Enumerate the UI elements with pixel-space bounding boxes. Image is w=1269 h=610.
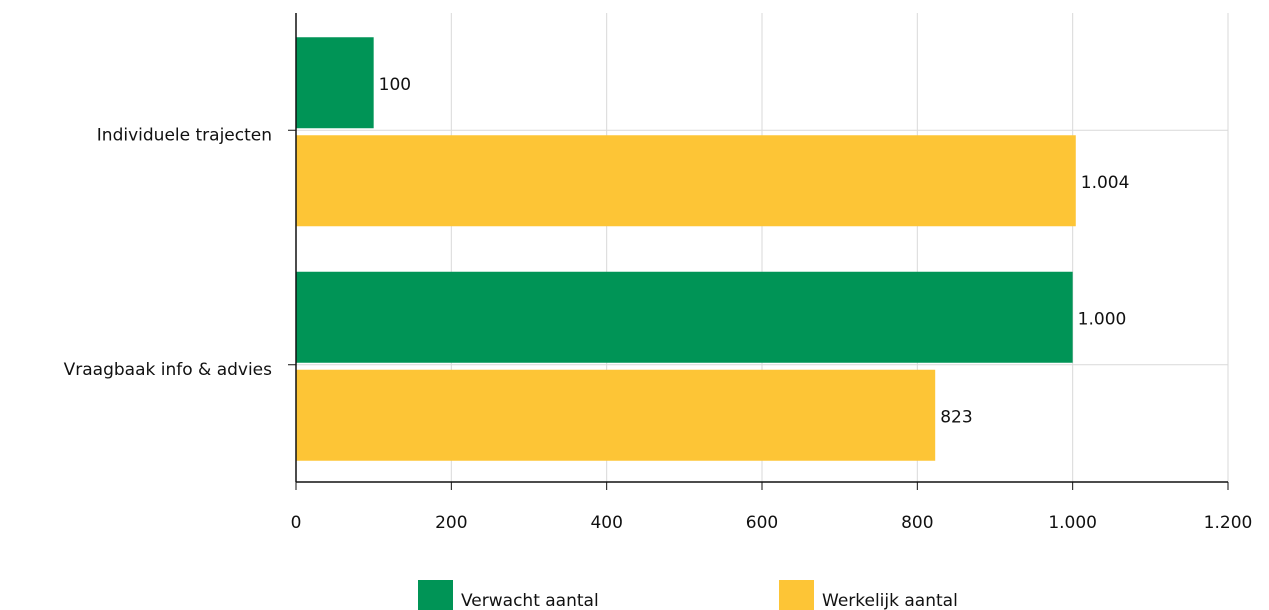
x-tick-label: 400: [590, 513, 622, 533]
x-tick-label: 200: [435, 513, 467, 533]
value-label: 100: [379, 75, 411, 95]
bar: [296, 369, 936, 461]
value-label: 1.004: [1081, 173, 1130, 193]
x-tick-label: 1.000: [1048, 513, 1097, 533]
bar: [296, 271, 1073, 363]
x-tick-label: 1.200: [1204, 513, 1253, 533]
x-tick-label: 600: [746, 513, 778, 533]
bar: [296, 37, 374, 129]
legend-label: Werkelijk aantal: [822, 591, 958, 610]
value-label: 1.000: [1078, 309, 1127, 329]
y-tick-label: Vraagbaak info & advies: [64, 360, 273, 380]
x-tick-label: 0: [291, 513, 302, 533]
value-label: 823: [940, 407, 972, 427]
x-tick-label: 800: [901, 513, 933, 533]
legend-swatch: [779, 580, 814, 610]
legend-swatch: [418, 580, 453, 610]
bar: [296, 135, 1076, 227]
legend-label: Verwacht aantal: [461, 591, 599, 610]
y-tick-label: Individuele trajecten: [97, 125, 272, 145]
